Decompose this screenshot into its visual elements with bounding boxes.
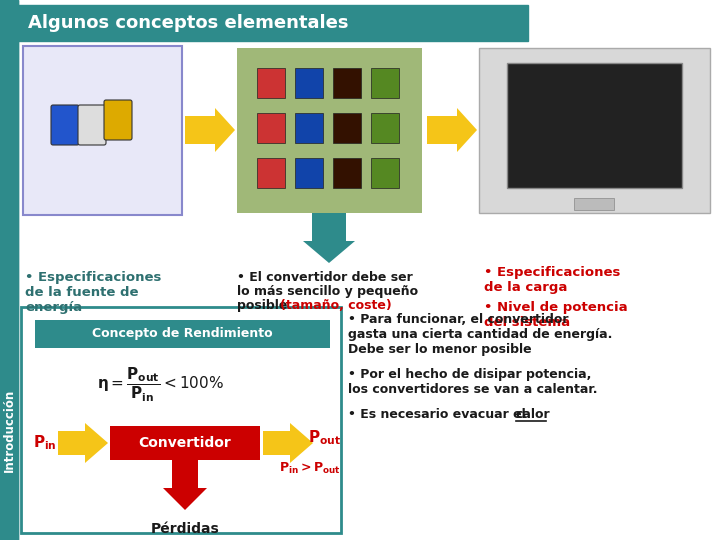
Bar [479,48,710,213]
Text: posible: posible [237,299,292,312]
Polygon shape [58,423,108,463]
Bar [333,158,361,188]
Text: Concepto de Rendimiento: Concepto de Rendimiento [91,327,272,341]
Bar [333,113,361,143]
Bar [371,158,399,188]
Text: • Es necesario evacuar el: • Es necesario evacuar el [348,408,530,421]
Bar [574,198,614,210]
Text: (tamaño, coste): (tamaño, coste) [280,299,392,312]
Bar [0,0,18,540]
Text: calor: calor [516,408,551,421]
Text: energía: energía [25,301,82,314]
Polygon shape [163,460,207,510]
Bar [295,113,323,143]
Text: de la fuente de: de la fuente de [25,286,138,299]
Text: • Para funcionar, el convertidor: • Para funcionar, el convertidor [348,313,569,326]
Polygon shape [303,213,355,263]
Text: • Especificaciones: • Especificaciones [25,271,161,284]
Text: lo más sencillo y pequeño: lo más sencillo y pequeño [237,285,418,298]
Text: los convertidores se van a calentar.: los convertidores se van a calentar. [348,383,598,396]
FancyBboxPatch shape [21,307,341,533]
Text: $\mathbf{P_{in} > P_{out}}$: $\mathbf{P_{in} > P_{out}}$ [279,461,341,476]
Bar [257,158,285,188]
Polygon shape [185,108,235,152]
Bar [333,68,361,98]
Text: Algunos conceptos elementales: Algunos conceptos elementales [28,14,348,32]
Bar [18,5,528,41]
Text: de la carga: de la carga [484,281,567,294]
Text: del sistema: del sistema [484,316,570,329]
Text: $\mathbf{P_{out}}$: $\mathbf{P_{out}}$ [308,429,341,447]
Bar [35,320,330,348]
FancyBboxPatch shape [51,105,79,145]
Bar [110,426,260,460]
Text: • Especificaciones: • Especificaciones [484,266,621,279]
Bar [371,68,399,98]
Bar [371,113,399,143]
Text: Debe ser lo menor posible: Debe ser lo menor posible [348,343,531,356]
Polygon shape [263,423,313,463]
Text: Convertidor: Convertidor [139,436,231,450]
FancyBboxPatch shape [23,46,182,215]
Text: • El convertidor debe ser: • El convertidor debe ser [237,271,413,284]
Text: • Nivel de potencia: • Nivel de potencia [484,301,628,314]
Bar [295,68,323,98]
Polygon shape [427,108,477,152]
Bar [237,48,422,213]
Bar [295,158,323,188]
FancyBboxPatch shape [78,105,106,145]
Text: $\mathbf{P_{in}}$: $\mathbf{P_{in}}$ [33,434,57,453]
FancyBboxPatch shape [104,100,132,140]
Bar [257,113,285,143]
Text: gasta una cierta cantidad de energía.: gasta una cierta cantidad de energía. [348,328,613,341]
Text: Introducción: Introducción [2,388,16,471]
Bar [507,63,682,188]
Text: $\mathbf{\eta} = \dfrac{\mathbf{P_{out}}}{\mathbf{P_{in}}} < 100\%$: $\mathbf{\eta} = \dfrac{\mathbf{P_{out}}… [96,366,223,404]
Text: Pérdidas: Pérdidas [150,522,220,536]
Text: • Por el hecho de disipar potencia,: • Por el hecho de disipar potencia, [348,368,591,381]
Bar [0,0,18,540]
Bar [257,68,285,98]
